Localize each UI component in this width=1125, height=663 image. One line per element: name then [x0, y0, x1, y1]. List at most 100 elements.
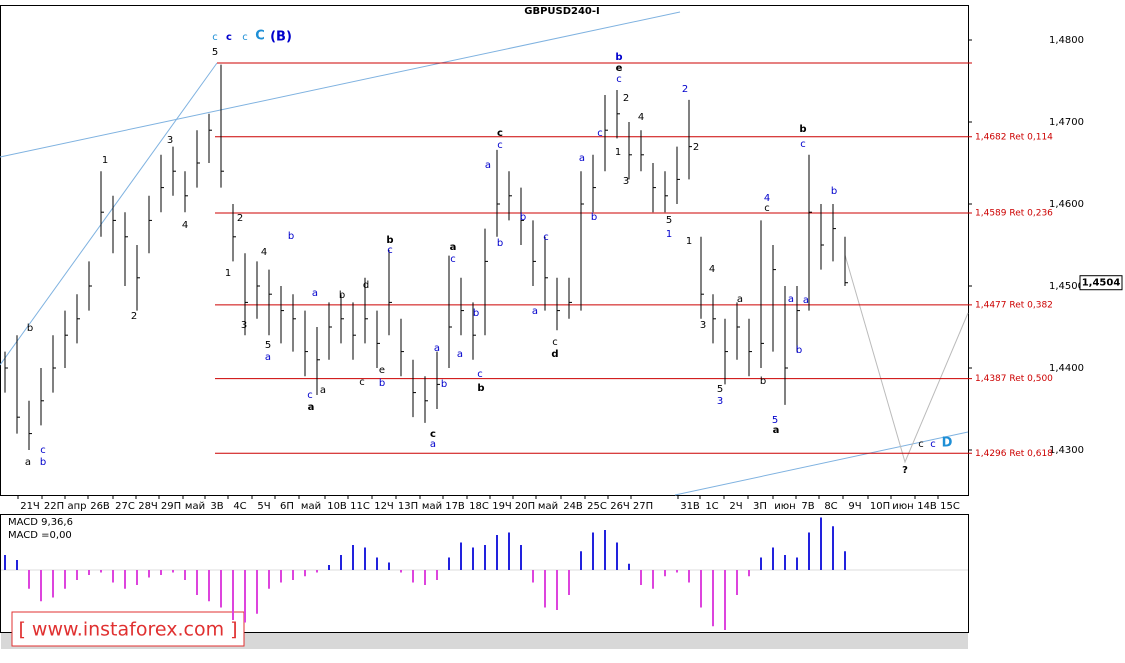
x-tick-label: 26Ч [610, 501, 630, 512]
wave-label: c [918, 439, 924, 450]
x-tick-label: 3П [753, 501, 767, 512]
wave-label: 2 [237, 213, 243, 224]
wave-label: 3 [241, 320, 247, 331]
wave-label: 2 [682, 84, 688, 95]
wave-label: 2 [623, 93, 629, 104]
wave-label: b [799, 124, 806, 135]
wave-label: b [831, 186, 837, 197]
wave-label: c [212, 32, 218, 43]
x-tick-label: июн [774, 501, 795, 512]
x-tick-label: 7В [801, 501, 814, 512]
wave-label: a [320, 385, 326, 396]
x-tick-label: 6П [280, 501, 294, 512]
wave-label: c [477, 369, 483, 380]
wave-label: a [773, 425, 780, 436]
wave-label: b [288, 231, 294, 242]
watermark-box [11, 611, 245, 647]
wave-label: 1 [666, 229, 672, 240]
x-tick-label: 15С [940, 501, 960, 512]
wave-label: 1 [102, 155, 108, 166]
wave-label: D [942, 436, 953, 451]
wave-label: b [520, 212, 526, 223]
x-tick-label: 27С [115, 501, 135, 512]
y-tick-label: 1,4600 [1049, 199, 1084, 210]
wave-label: 2 [131, 311, 137, 322]
x-tick-label: 20П [515, 501, 535, 512]
macd-pane [0, 514, 969, 633]
wave-label: c [800, 139, 806, 150]
forecast-path [844, 254, 969, 464]
wave-label: c [543, 232, 549, 243]
wave-label: b [379, 378, 385, 389]
wave-label: 4 [261, 247, 267, 258]
x-tick-label: 11С [350, 501, 370, 512]
wave-label: d [363, 280, 369, 291]
wave-label: c [497, 140, 503, 151]
wave-label: b [473, 308, 479, 319]
trend-line [0, 11, 681, 158]
y-tick-label: 1,4700 [1049, 117, 1084, 128]
x-tick-label: май [422, 501, 442, 512]
retracement-label: 1,4589 Ret 0,236 [975, 209, 1053, 219]
wave-label: 5 [212, 47, 218, 58]
wave-label: 2 [693, 142, 699, 153]
wave-label: 5 [666, 215, 672, 226]
wave-label: a [430, 439, 436, 450]
wave-label: 5 [772, 415, 778, 426]
wave-label: a [532, 306, 538, 317]
price-pane [0, 5, 969, 496]
wave-label: a [737, 294, 743, 305]
macd-label: MACD 9,36,6 [8, 517, 73, 528]
wave-label: e [616, 63, 623, 74]
x-tick-label: 1С [705, 501, 718, 512]
wave-label: d [551, 349, 558, 360]
x-tick-label: май [538, 501, 558, 512]
wave-label: b [591, 212, 597, 223]
x-tick-label: 27П [633, 501, 653, 512]
wave-label: a [485, 160, 491, 171]
wave-label: c [497, 128, 503, 139]
wave-label: 4 [764, 193, 770, 204]
y-tick-label: 1,4300 [1049, 445, 1084, 456]
x-tick-label: 18С [469, 501, 489, 512]
price-tag-label: 1,4504 [1082, 278, 1121, 289]
x-tick-label: 22П [44, 501, 64, 512]
wave-label: c [597, 128, 603, 139]
trend-line [0, 62, 218, 366]
x-tick-label: 13П [398, 501, 418, 512]
wave-label: 4 [182, 220, 188, 231]
wave-label: C [255, 29, 265, 44]
macd-value: MACD =0,00 [8, 530, 72, 541]
retracement-label: 1,4387 Ret 0,500 [975, 374, 1053, 384]
retracement-label: 1,4296 Ret 0,618 [975, 449, 1053, 459]
x-tick-label: 3В [210, 501, 223, 512]
wave-label: 3 [623, 176, 629, 187]
wave-label: b [796, 345, 802, 356]
wave-label: a [450, 242, 457, 253]
x-tick-label: 26В [90, 501, 110, 512]
x-tick-label: 31В [680, 501, 700, 512]
x-tick-label: 10П [870, 501, 890, 512]
wave-label: c [387, 245, 393, 256]
wave-label: 4 [638, 112, 644, 123]
x-tick-label: 2Ч [729, 501, 742, 512]
wave-label: 4 [709, 264, 715, 275]
wave-label: c [359, 377, 365, 388]
wave-label: 1 [615, 147, 621, 158]
wave-label: a [457, 349, 463, 360]
retracement-label: 1,4477 Ret 0,382 [975, 300, 1053, 310]
wave-label: 3 [717, 396, 723, 407]
x-tick-label: 10В [327, 501, 347, 512]
wave-label: a [434, 343, 440, 354]
wave-label: c [450, 254, 456, 265]
x-tick-label: апр [67, 501, 86, 512]
x-tick-label: май [301, 501, 321, 512]
wave-label: b [441, 379, 447, 390]
wave-label: 3 [167, 135, 173, 146]
wave-label: b [27, 323, 33, 334]
y-tick-label: 1,4400 [1049, 363, 1084, 374]
wave-label: a [788, 294, 794, 305]
wave-label: a [25, 457, 31, 468]
y-tick-label: 1,4500 [1049, 281, 1084, 292]
wave-label: 1 [686, 236, 692, 247]
